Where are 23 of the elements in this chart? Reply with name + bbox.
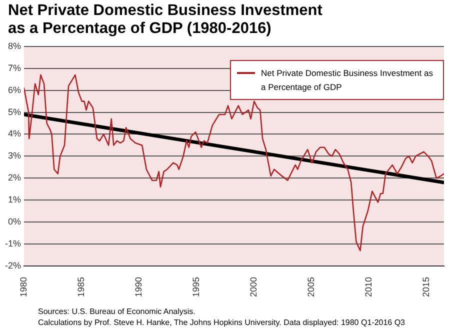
y-tick-label: 7%: [8, 62, 22, 73]
y-tick-label: 3%: [8, 150, 22, 161]
y-tick-label: -1%: [4, 238, 22, 249]
x-tick-label: 2000: [248, 276, 259, 298]
y-tick-label: -2%: [4, 260, 22, 270]
text: Calculations by Prof. Steve H. Hanke, The Johns Hopkins University. Data displayed: 1980 Q1-2016 Q3: [38, 317, 406, 328]
legend-label: Net Private Domestic Business Investment as a Percentage of GDP: [261, 67, 434, 94]
source-note: Sources: U.S. Bureau of Economic Analysis.: [38, 306, 196, 317]
x-tick-label: 1980: [18, 276, 28, 298]
y-tick-label: 8%: [8, 40, 22, 51]
chart-title: Net Private Domestic Business Investment as a Percentage of GDP (1980-2016): [8, 2, 324, 38]
y-tick-label: 0%: [8, 216, 22, 227]
y-tick-label: 1%: [8, 194, 22, 205]
y-tick-label: 6%: [8, 84, 22, 95]
y-tick-label: 5%: [8, 106, 22, 117]
x-tick-label: 1990: [134, 276, 144, 298]
x-tick-label: 1985: [76, 276, 86, 298]
x-tick-label: 2005: [306, 276, 316, 298]
y-tick-label: 4%: [8, 128, 22, 139]
y-tick-label: 2%: [8, 172, 22, 183]
x-tick-label: 2010: [364, 276, 374, 298]
x-tick-label: 2015: [421, 276, 432, 298]
x-tick-label: 1995: [191, 276, 202, 298]
